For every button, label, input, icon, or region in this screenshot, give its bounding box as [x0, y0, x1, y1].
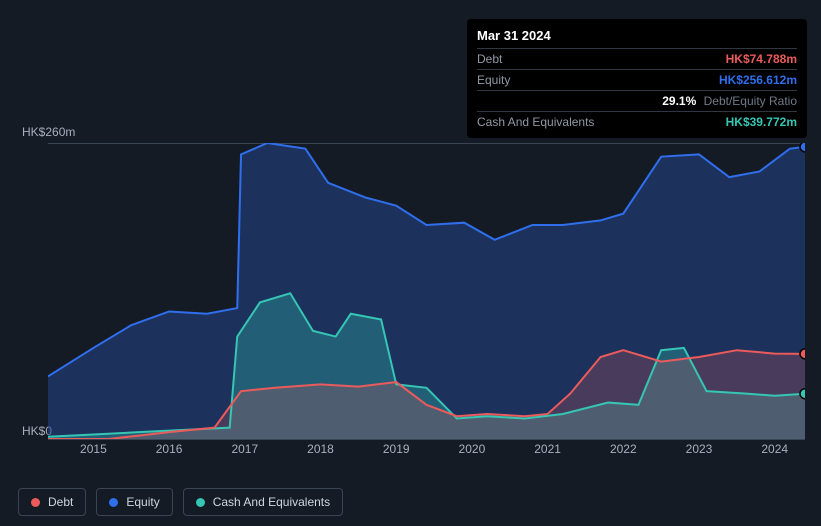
x-tick-2023: 2023 [686, 442, 713, 456]
legend-label: Cash And Equivalents [213, 495, 330, 509]
debt-marker [800, 349, 805, 359]
legend-label: Equity [126, 495, 159, 509]
y-axis-label-max: HK$260m [22, 125, 75, 139]
x-tick-2019: 2019 [383, 442, 410, 456]
gridline-bottom [48, 439, 805, 440]
plot-area[interactable] [48, 143, 805, 439]
tooltip-row-label: Cash And Equivalents [477, 115, 594, 129]
x-tick-2022: 2022 [610, 442, 637, 456]
x-tick-2015: 2015 [80, 442, 107, 456]
legend-item-debt[interactable]: Debt [18, 488, 86, 516]
x-tick-2016: 2016 [156, 442, 183, 456]
legend-label: Debt [48, 495, 73, 509]
legend-item-equity[interactable]: Equity [96, 488, 172, 516]
tooltip-row: Cash And Equivalents HK$39.772m [477, 111, 797, 132]
tooltip-row-value: HK$39.772m [726, 115, 797, 129]
debt-legend-dot-icon [31, 498, 40, 507]
x-tick-2024: 2024 [761, 442, 788, 456]
x-tick-2017: 2017 [231, 442, 258, 456]
cash-marker [800, 389, 805, 399]
x-tick-2020: 2020 [459, 442, 486, 456]
tooltip-date: Mar 31 2024 [477, 25, 797, 48]
x-tick-2021: 2021 [534, 442, 561, 456]
chart-tooltip: Mar 31 2024 Debt HK$74.788m Equity HK$256.6… [467, 19, 807, 138]
tooltip-row-label: Equity [477, 73, 510, 87]
tooltip-row: Equity HK$256.612m [477, 69, 797, 90]
x-axis: 2015 2016 2017 2018 2019 2020 2021 2022 2023 2024 [48, 442, 805, 458]
tooltip-row-label: Debt [477, 52, 502, 66]
legend-item-cash[interactable]: Cash And Equivalents [183, 488, 343, 516]
equity-marker [800, 143, 805, 152]
tooltip-row: Debt HK$74.788m [477, 48, 797, 69]
tooltip-row-value: 29.1% Debt/Equity Ratio [662, 94, 797, 108]
tooltip-row: 29.1% Debt/Equity Ratio [477, 90, 797, 111]
cash-legend-dot-icon [196, 498, 205, 507]
tooltip-row-extra: Debt/Equity Ratio [700, 94, 797, 108]
x-tick-2018: 2018 [307, 442, 334, 456]
chart-legend: Debt Equity Cash And Equivalents [18, 488, 343, 516]
equity-legend-dot-icon [109, 498, 118, 507]
debt-equity-chart: HK$260m HK$0 201520162017201820192020202… [0, 0, 821, 526]
tooltip-row-value: HK$256.612m [719, 73, 797, 87]
tooltip-row-value: HK$74.788m [726, 52, 797, 66]
